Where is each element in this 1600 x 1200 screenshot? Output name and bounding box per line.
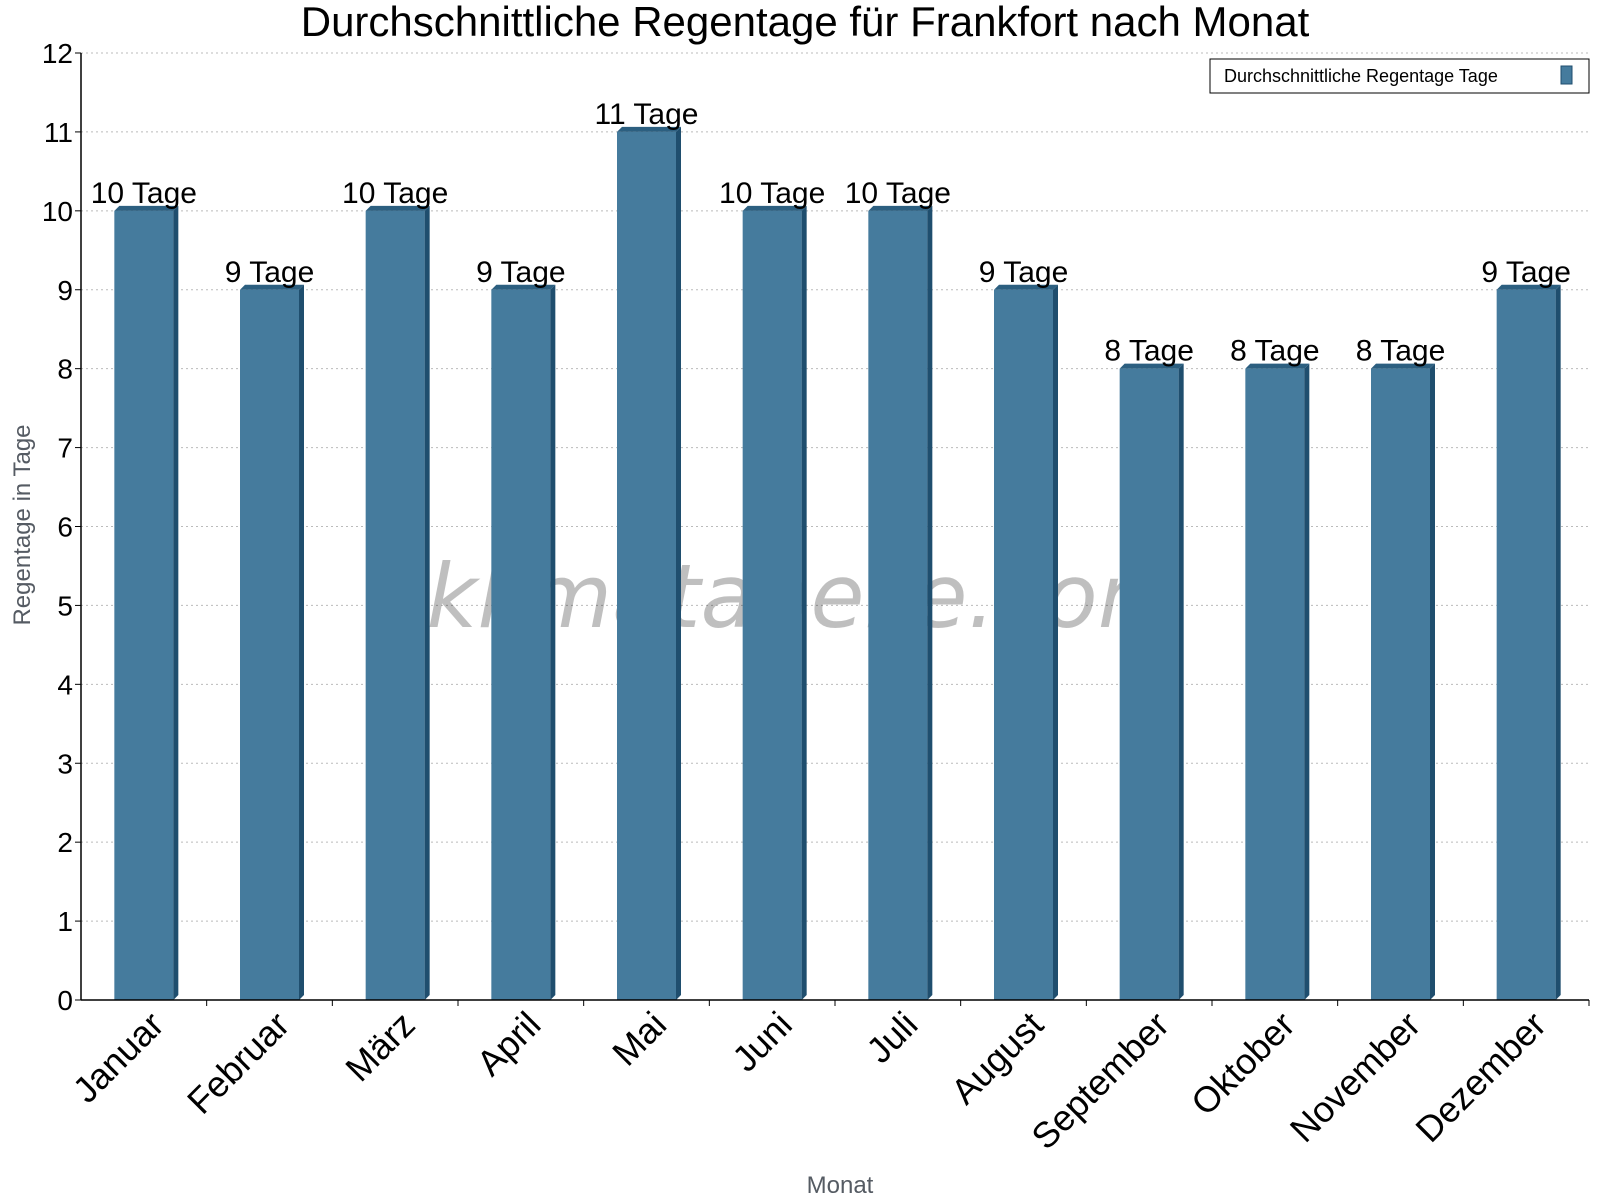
bar [617, 131, 676, 1000]
y-tick-label: 2 [57, 827, 73, 858]
y-tick-label: 9 [57, 275, 73, 306]
x-axis-title: Monat [807, 1172, 874, 1199]
bar-top [994, 284, 1058, 290]
bar [1119, 368, 1179, 1001]
axes [75, 52, 1590, 1006]
bar [868, 210, 928, 1001]
bar-side [1555, 284, 1561, 1000]
y-tick-label: 1 [57, 906, 73, 937]
y-tick-label: 7 [57, 433, 73, 464]
legend-label: Durchschnittliche Regentage Tage [1224, 66, 1498, 86]
bar-top [365, 205, 430, 211]
bar-side [1430, 363, 1435, 1001]
bar-top [742, 205, 807, 211]
bar [742, 210, 802, 1001]
y-tick-label: 12 [42, 38, 73, 69]
y-axis-title: Regentage in Tage [9, 424, 36, 625]
bar-side [299, 284, 304, 1000]
data-label: 9 Tage [225, 256, 315, 289]
chart-title: Durchschnittliche Regentage für Frankfor… [301, 0, 1310, 45]
bar [1496, 289, 1556, 1000]
x-tick-label: März [337, 1004, 423, 1090]
x-tick-label: Januar [65, 1004, 172, 1111]
x-tick-label: Juni [724, 1004, 800, 1080]
x-tick-label: Juli [858, 1004, 925, 1071]
bars [114, 126, 1561, 1001]
data-label: 10 Tage [719, 177, 825, 210]
bar [1371, 368, 1430, 1001]
bar [240, 289, 299, 1000]
bar [365, 210, 425, 1001]
bar-top [1371, 363, 1435, 369]
bar-side [173, 205, 179, 1001]
bar-side [1178, 363, 1184, 1001]
x-tick-label: Mai [604, 1004, 674, 1074]
bar [491, 289, 551, 1000]
data-label: 10 Tage [845, 177, 951, 210]
data-label: 8 Tage [1104, 335, 1194, 368]
legend-box [1209, 58, 1590, 94]
data-label: 11 Tage [595, 98, 699, 131]
bar [1245, 368, 1305, 1001]
bar-top [114, 205, 179, 211]
x-tick-labels: Januar Februar März April Mai Juni Juli AugustS… [65, 1004, 1554, 1158]
bar-top [617, 126, 681, 132]
y-tick-label: 6 [57, 512, 73, 543]
bar [114, 210, 174, 1001]
bar-top [491, 284, 556, 290]
data-label: 8 Tage [1230, 335, 1320, 368]
y-tick-label: 3 [57, 748, 73, 779]
x-tick-label: Februar [179, 1004, 297, 1122]
bar-side [1304, 363, 1310, 1001]
y-tick-label: 5 [57, 590, 73, 621]
bar-top [240, 284, 304, 290]
data-label: 9 Tage [476, 256, 566, 289]
data-label: 8 Tage [1356, 335, 1446, 368]
legend-swatch [1560, 65, 1573, 85]
data-label: 9 Tage [979, 256, 1069, 289]
data-label: 10 Tage [91, 177, 197, 210]
bar-top [1119, 363, 1184, 369]
x-tick-label: August [943, 1004, 1051, 1112]
bar-top [868, 205, 933, 211]
bar-side [550, 284, 556, 1000]
y-tick-label: 11 [44, 117, 73, 148]
y-tick-label: 0 [57, 985, 73, 1016]
bar-side [424, 205, 430, 1001]
bar-side [801, 205, 807, 1001]
x-tick-label: Dezember [1407, 1004, 1553, 1150]
bar [994, 289, 1053, 1000]
x-tick-label: Oktober [1183, 1004, 1303, 1124]
bar-top [1496, 284, 1561, 290]
x-tick-label: September [1023, 1004, 1177, 1158]
data-labels: 10 Tage 9 Tage 10 Tage 9 Tage 11 Tage 10 Tage… [91, 98, 1571, 368]
legend: Durchschnittliche Regentage Tage [1209, 58, 1590, 94]
bar-side [676, 126, 681, 1000]
bar-side [927, 205, 933, 1001]
data-label: 10 Tage [342, 177, 448, 210]
data-label: 9 Tage [1481, 256, 1571, 289]
x-tick-label: April [469, 1004, 549, 1084]
bar-side [1053, 284, 1058, 1000]
y-tick-label: 4 [57, 669, 73, 700]
x-tick-label: November [1282, 1004, 1428, 1150]
bar-top [1245, 363, 1310, 369]
gridlines [81, 52, 1589, 922]
y-tick-label: 8 [57, 354, 73, 385]
y-tick-label: 10 [42, 196, 73, 227]
